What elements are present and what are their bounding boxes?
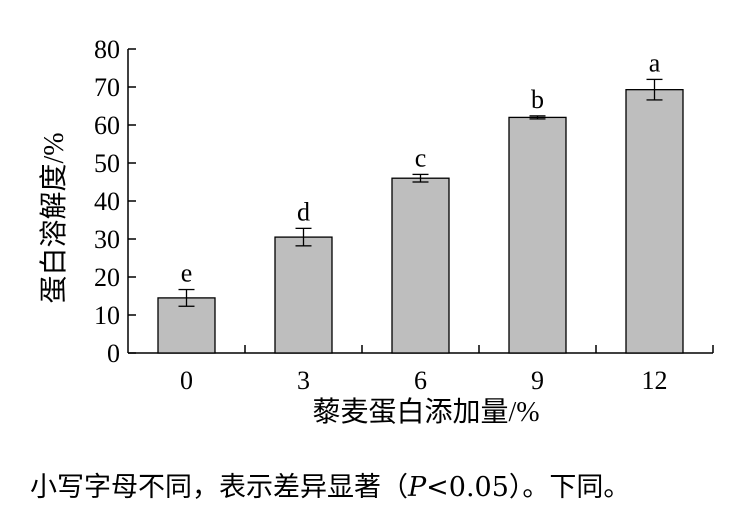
x-axis-title: 藜麦蛋白添加量/%: [312, 396, 539, 428]
bar: [391, 177, 450, 354]
caption-p-symbol: P: [408, 472, 427, 503]
significance-label: d: [297, 197, 310, 226]
bar-chart: 0 10 20 30 40 50 60 70 80 0 3 6 9 12 e d c b a 蛋白溶解度/% 藜…: [38, 35, 714, 428]
error-bars: [178, 78, 663, 307]
y-tick-label: 50: [94, 149, 120, 178]
bars: [157, 89, 684, 354]
bar: [625, 89, 684, 354]
significance-label: b: [531, 85, 544, 114]
significance-labels: e d c b a: [181, 48, 661, 287]
y-tick-label: 10: [94, 301, 120, 330]
x-tick-label: 3: [297, 366, 310, 395]
caption-text-before: 小写字母不同，表示差异显著（: [30, 472, 408, 503]
significance-label: a: [649, 48, 661, 77]
y-tick-label: 20: [94, 263, 120, 292]
y-tick-label: 0: [107, 339, 120, 368]
y-tick-label: 60: [94, 111, 120, 140]
y-axis: 0 10 20 30 40 50 60 70 80: [94, 35, 136, 368]
y-tick-label: 30: [94, 225, 120, 254]
x-tick-label: 9: [531, 366, 544, 395]
x-tick-label: 12: [642, 366, 668, 395]
caption-text-after: <0.05）。下同。: [426, 472, 631, 503]
x-tick-label: 0: [180, 366, 193, 395]
bar: [274, 236, 333, 354]
y-tick-label: 70: [94, 73, 120, 102]
significance-label: c: [415, 143, 427, 172]
bar: [508, 116, 567, 354]
y-tick-label: 80: [94, 35, 120, 64]
figure-caption: 小写字母不同，表示差异显著（P<0.05）。下同。: [30, 465, 730, 504]
x-tick-label: 6: [414, 366, 427, 395]
x-axis: 0 3 6 9 12: [128, 345, 714, 395]
bar: [157, 297, 216, 354]
significance-label: e: [181, 259, 193, 288]
y-tick-label: 40: [94, 187, 120, 216]
y-axis-title: 蛋白溶解度/%: [38, 132, 70, 303]
